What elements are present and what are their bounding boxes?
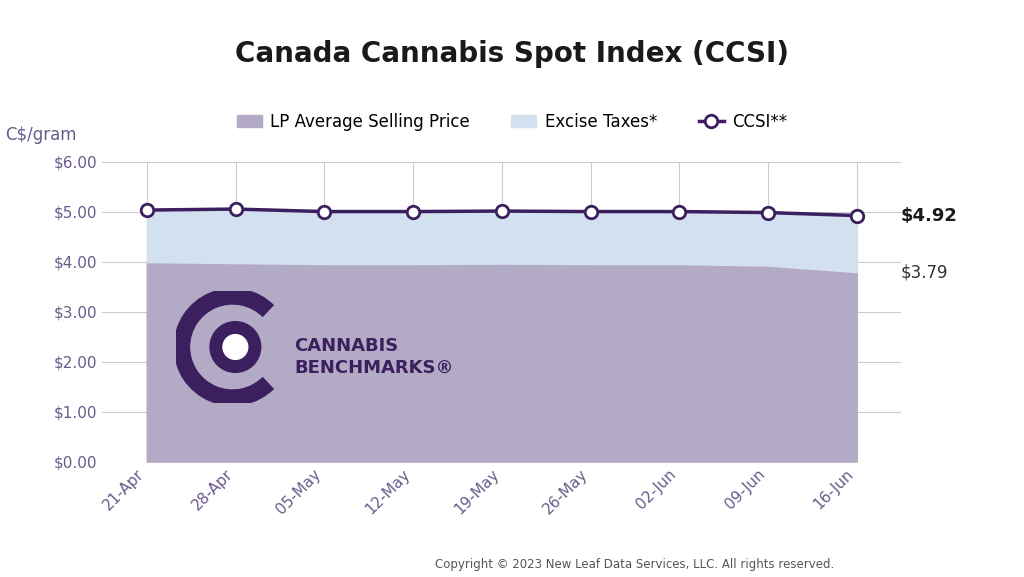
Text: $4.92: $4.92 xyxy=(901,207,958,224)
Text: $3.79: $3.79 xyxy=(901,263,948,281)
Text: C$/gram: C$/gram xyxy=(5,126,77,144)
Text: CANNABIS
BENCHMARKS®: CANNABIS BENCHMARKS® xyxy=(295,337,454,377)
Circle shape xyxy=(210,321,261,372)
Text: Copyright © 2023 New Leaf Data Services, LLC. All rights reserved.: Copyright © 2023 New Leaf Data Services,… xyxy=(435,558,835,571)
Text: Canada Cannabis Spot Index (CCSI): Canada Cannabis Spot Index (CCSI) xyxy=(234,40,790,69)
Circle shape xyxy=(223,335,248,359)
Legend: LP Average Selling Price, Excise Taxes*, CCSI**: LP Average Selling Price, Excise Taxes*,… xyxy=(230,106,794,138)
